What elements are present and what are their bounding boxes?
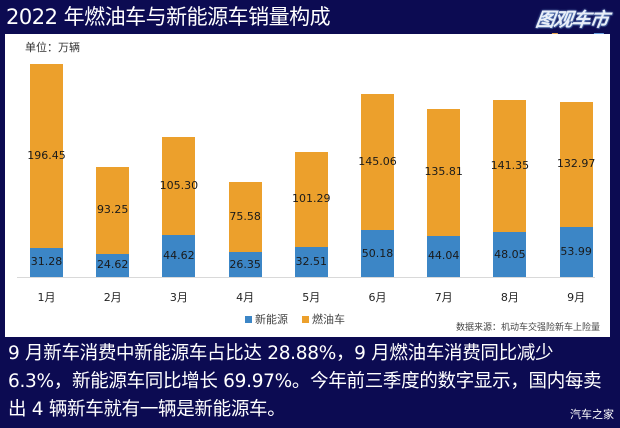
bar-segment-ice: 75.58 [228, 181, 262, 253]
plot-area: 196.45 31.28 1月 93.25 24.62 2月 105.30 44.62 3月 75… [5, 34, 610, 337]
value-label: 50.18 [361, 246, 394, 260]
value-label: 24.62 [96, 258, 129, 272]
stacked-bar: 105.30 44.62 [160, 136, 198, 277]
bar-segment-ice: 105.30 [160, 136, 198, 236]
bar-segment-ice: 93.25 [96, 166, 130, 254]
bar-segment-ice: 145.06 [358, 94, 397, 231]
bar-segment-nev: 53.99 [559, 226, 593, 277]
legend-item-ice: 燃油车 [302, 311, 345, 327]
bar-segment-nev: 44.04 [427, 235, 461, 277]
unit-label: 单位：万辆 [25, 41, 80, 54]
bar-segment-nev: 32.51 [294, 246, 328, 277]
bar-segment-nev: 26.35 [228, 252, 262, 277]
bar-segment-ice: 101.29 [292, 151, 331, 247]
value-label: 31.28 [30, 255, 63, 269]
x-tick-label: 6月 [368, 291, 387, 304]
value-label: 141.35 [490, 158, 530, 172]
chart-panel: 单位：万辆 196.45 31.28 1月 93.25 24.62 2月 105.30 44.… [5, 34, 610, 337]
legend: 新能源 燃油车 [245, 311, 345, 327]
legend-label: 新能源 [255, 313, 288, 326]
value-label: 93.25 [96, 203, 129, 217]
stacked-bar: 141.35 48.05 [491, 99, 529, 277]
legend-swatch-icon [302, 315, 309, 323]
bar-segment-nev: 31.28 [30, 247, 63, 277]
bar-segment-nev: 48.05 [493, 232, 527, 277]
value-label: 145.06 [358, 155, 397, 169]
bar-segment-ice: 132.97 [557, 102, 595, 227]
value-label: 44.04 [427, 249, 460, 263]
legend-label: 燃油车 [312, 313, 345, 326]
x-axis-line [17, 277, 595, 278]
brand-logo: 图观车市 [534, 5, 610, 35]
value-label: 75.58 [229, 210, 261, 224]
stacked-bar: 93.25 24.62 [96, 166, 130, 277]
value-label: 26.35 [229, 257, 261, 271]
bar-segment-nev: 50.18 [361, 230, 394, 277]
chart-title: 2022 年燃油车与新能源车销量构成 [6, 5, 331, 29]
x-tick-label: 1月 [37, 291, 56, 304]
legend-swatch-icon [245, 315, 252, 323]
x-tick-label: 8月 [500, 291, 519, 304]
value-label: 132.97 [556, 157, 596, 171]
x-tick-label: 4月 [236, 291, 255, 304]
stacked-bar: 196.45 31.28 [27, 64, 66, 277]
x-tick-label: 2月 [103, 291, 122, 304]
value-label: 135.81 [424, 165, 463, 179]
brand-logo-text: 图观车市 [534, 9, 610, 31]
bar-segment-nev: 24.62 [96, 253, 130, 277]
bar-segment-ice: 141.35 [491, 99, 529, 233]
data-source: 数据来源：机动车交强险新车上险量 [455, 323, 600, 333]
x-tick-label: 9月 [567, 291, 586, 304]
value-label: 105.30 [159, 179, 199, 193]
stacked-bar: 132.97 53.99 [557, 102, 595, 277]
value-label: 53.99 [560, 244, 592, 258]
stacked-bar: 145.06 50.18 [358, 94, 397, 277]
x-tick-label: 7月 [434, 291, 453, 304]
x-tick-label: 5月 [302, 291, 321, 304]
bar-segment-ice: 196.45 [27, 64, 66, 248]
stacked-bar: 101.29 32.51 [292, 151, 331, 277]
legend-item-nev: 新能源 [245, 311, 288, 327]
stacked-bar: 75.58 26.35 [228, 181, 262, 277]
caption-text: 9 月新车消费中新能源车占比达 28.88%，9 月燃油车消费同比减少 6.3%… [8, 343, 602, 420]
value-label: 44.62 [163, 249, 195, 263]
value-label: 48.05 [494, 247, 526, 261]
value-label: 101.29 [292, 192, 331, 206]
bar-segment-ice: 135.81 [424, 108, 463, 236]
value-label: 196.45 [27, 148, 66, 162]
watermark: 汽车之家 [570, 408, 614, 421]
stacked-bar: 135.81 44.04 [424, 108, 463, 277]
value-label: 32.51 [295, 254, 328, 268]
bar-segment-nev: 44.62 [162, 235, 196, 277]
x-tick-label: 3月 [169, 291, 188, 304]
